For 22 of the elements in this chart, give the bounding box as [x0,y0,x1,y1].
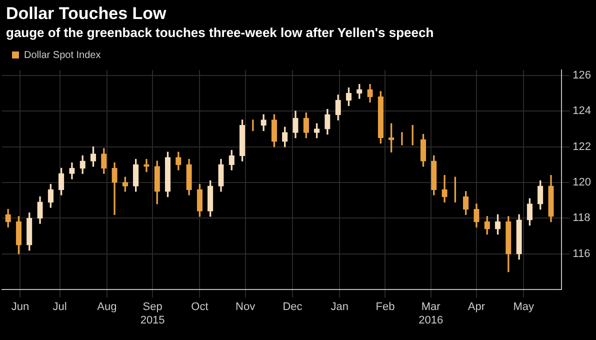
chart-subtitle: gauge of the greenback touches three-week low after Yellen's speech [5,24,435,40]
y-tick-label: 118 [572,212,590,224]
legend-label: Dollar Spot Index [24,50,101,61]
y-tick-label: 122 [572,140,592,153]
x-tick-label: Jan [330,301,348,314]
x-tick-label: Apr [468,301,486,314]
x-tick-label: Mar 2016 [418,301,444,326]
x-tick-label: May [513,301,535,314]
y-tick-label: 116 [572,248,590,260]
chart-title: Dollar Touches Low [5,3,168,24]
x-tick-label: Jun [11,301,30,314]
x-tick-label: Jul [52,301,67,314]
y-tick-label: 124 [572,105,592,118]
candlestick [144,158,150,172]
y-tick-label: 126 [572,69,592,82]
x-tick-label: Aug [97,301,117,314]
y-tick-label: 120 [572,176,592,189]
x-tick-label: Feb [376,301,395,314]
x-tick-label: Dec [282,301,303,314]
x-tick-label: Nov [236,301,256,314]
x-tick-label: Sep 2015 [140,301,165,326]
x-tick-label: Oct [191,301,208,314]
